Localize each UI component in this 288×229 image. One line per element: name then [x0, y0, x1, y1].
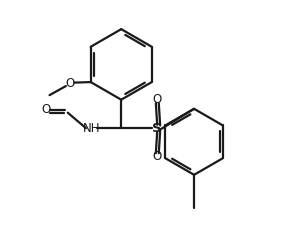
Text: O: O: [152, 93, 161, 106]
Text: O: O: [152, 150, 161, 163]
Text: O: O: [41, 104, 51, 117]
Text: S: S: [152, 122, 161, 135]
Text: NH: NH: [83, 122, 101, 135]
Text: O: O: [65, 77, 75, 90]
